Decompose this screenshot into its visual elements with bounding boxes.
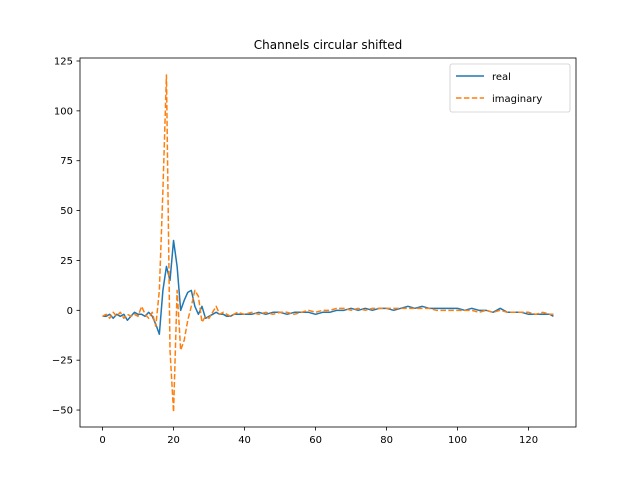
y-tick-label: 75 (60, 156, 73, 167)
x-tick-label: 120 (519, 435, 538, 446)
y-tick-label: 125 (54, 56, 73, 67)
axes: 0 20 40 60 80 100 120 −50 −25 0 25 50 75 100 125 (52, 56, 577, 446)
x-tick-label: 40 (238, 435, 251, 446)
legend: real imaginary (449, 63, 571, 113)
legend-label-imaginary: imaginary (492, 94, 542, 105)
x-tick-label: 60 (309, 435, 322, 446)
x-tick-label: 100 (448, 435, 467, 446)
chart-title: Channels circular shifted (254, 38, 402, 52)
y-tick-label: −50 (52, 406, 73, 417)
y-tick-label: 25 (60, 256, 73, 267)
x-tick-label: 0 (99, 435, 105, 446)
series-line-imaginary (102, 74, 554, 413)
y-tick-label: 100 (54, 106, 73, 117)
y-tick-label: 0 (67, 306, 73, 317)
x-tick-label: 80 (380, 435, 393, 446)
y-tick-label: −25 (52, 356, 73, 367)
y-tick-label: 50 (60, 206, 73, 217)
legend-label-real: real (492, 72, 511, 83)
series-line-real (102, 239, 554, 335)
x-tick-label: 20 (167, 435, 180, 446)
axes-frame (79, 57, 577, 428)
plot-area (102, 74, 554, 413)
